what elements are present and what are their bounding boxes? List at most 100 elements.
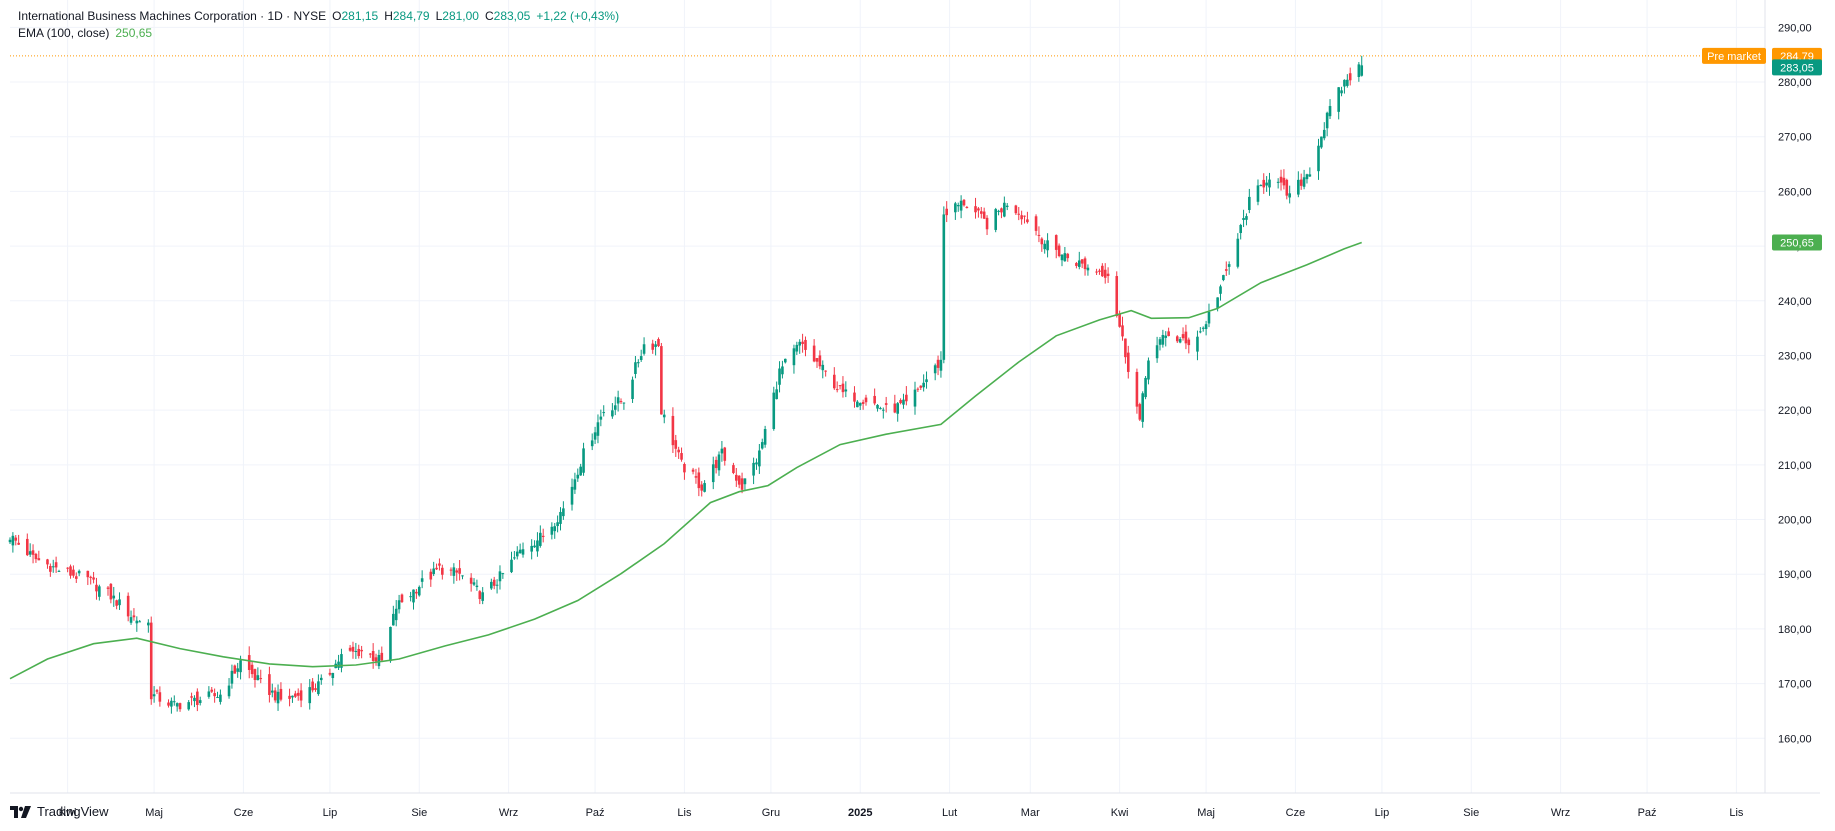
candle-body — [66, 567, 69, 569]
candle-body — [1057, 245, 1061, 256]
candle-body — [798, 341, 802, 346]
candle-body — [573, 479, 577, 490]
candle-body — [317, 681, 320, 695]
candle-body — [864, 397, 868, 403]
candle-body — [1242, 217, 1245, 221]
candle-body — [899, 400, 902, 404]
candle-body — [631, 379, 634, 400]
candle-body — [884, 403, 888, 405]
change-value: +1,22 (+0,43%) — [536, 9, 620, 23]
candle-body — [1181, 334, 1185, 339]
candle-body — [1118, 313, 1121, 327]
candle-body — [642, 344, 646, 354]
time-axis[interactable]: Kwi Maj Cze Lip Sie Wrz Paź Lis Gru 2025 Lut Mar Kwi… — [59, 807, 1744, 819]
candle-body — [919, 385, 923, 388]
candle-body — [714, 459, 718, 469]
candle-body — [801, 341, 804, 345]
candle-body — [337, 661, 340, 668]
candle-body — [135, 620, 139, 624]
y-tick-label: 230,00 — [1778, 350, 1812, 362]
candle-body — [945, 208, 949, 216]
candle-body — [112, 595, 116, 599]
candle-body — [256, 675, 260, 681]
candle-body — [933, 365, 937, 374]
candle-body — [54, 562, 58, 568]
candle-body — [449, 569, 453, 571]
candle-body — [291, 695, 294, 698]
symbol-row[interactable]: International Business Machines Corporat… — [18, 8, 619, 25]
candle-body — [152, 694, 156, 697]
candle-body — [694, 476, 698, 478]
grid-lines — [10, 0, 1765, 793]
candle-body — [495, 584, 499, 586]
candle-body — [92, 577, 95, 580]
candle-body — [400, 594, 404, 603]
y-tick-label: 240,00 — [1778, 296, 1812, 308]
candle-body — [1337, 87, 1340, 112]
candle-body — [795, 344, 799, 352]
candle-body — [247, 655, 251, 670]
candle-body — [1121, 325, 1124, 337]
candle-body — [233, 665, 237, 674]
candle-body — [737, 475, 741, 485]
ema-row[interactable]: EMA (100, close) 250,65 — [18, 25, 619, 42]
ema-label[interactable]: EMA (100, close) — [18, 26, 110, 40]
candle-body — [1297, 179, 1300, 195]
candle-body — [126, 595, 130, 617]
candle-body — [69, 566, 72, 576]
x-tick-label: Lis — [1729, 807, 1744, 819]
premarket-label: Pre market — [1707, 51, 1761, 63]
candle-body — [1262, 179, 1266, 188]
candle-body — [196, 691, 199, 705]
candle-body — [873, 395, 876, 404]
tradingview-logo[interactable]: TradingView — [10, 804, 109, 819]
open-label: O — [332, 9, 342, 23]
candle-body — [997, 210, 1000, 212]
candle-body — [109, 583, 113, 600]
candle-body — [680, 453, 683, 460]
ema-value-tag: 250,65 — [1780, 238, 1814, 250]
candle-body — [841, 383, 845, 393]
candle-body — [711, 464, 715, 483]
candle-body — [147, 622, 150, 626]
candle-body — [25, 538, 29, 556]
symbol-title[interactable]: International Business Machines Corporat… — [18, 9, 327, 23]
candle-body — [1158, 339, 1162, 345]
x-tick-label: Wrz — [1551, 807, 1570, 819]
candle-body — [1346, 79, 1349, 86]
tradingview-logo-text: TradingView — [37, 804, 109, 819]
candle-body — [959, 200, 963, 211]
candle-body — [723, 447, 727, 461]
candle-body — [1343, 79, 1346, 87]
candle-body — [155, 690, 159, 692]
candle-body — [1187, 339, 1191, 346]
candle-body — [354, 650, 358, 652]
candle-body — [417, 586, 421, 596]
candle-body — [1167, 331, 1170, 337]
candle-body — [1075, 263, 1078, 266]
y-tick-label: 280,00 — [1778, 77, 1812, 89]
candle-body — [838, 385, 842, 387]
candle-body — [478, 591, 482, 600]
x-tick-label: Gru — [762, 807, 780, 819]
candle-body — [288, 695, 291, 699]
candle-body — [89, 576, 93, 578]
candle-body — [539, 532, 542, 546]
candle-body — [250, 664, 254, 675]
candle-body — [639, 356, 643, 360]
candle-body — [394, 608, 398, 621]
candle-body — [1060, 254, 1064, 261]
candle-body — [1023, 215, 1026, 217]
candle-body — [294, 693, 297, 697]
candle-body — [1322, 129, 1326, 139]
candle-body — [1279, 176, 1283, 183]
candle-body — [804, 339, 807, 350]
candle-body — [432, 568, 435, 575]
candle-body — [1219, 286, 1222, 294]
candle-body — [1141, 393, 1144, 422]
candle-body — [856, 401, 859, 408]
candle-body — [72, 569, 75, 576]
candle-body — [1101, 265, 1104, 277]
candle-body — [8, 539, 12, 543]
